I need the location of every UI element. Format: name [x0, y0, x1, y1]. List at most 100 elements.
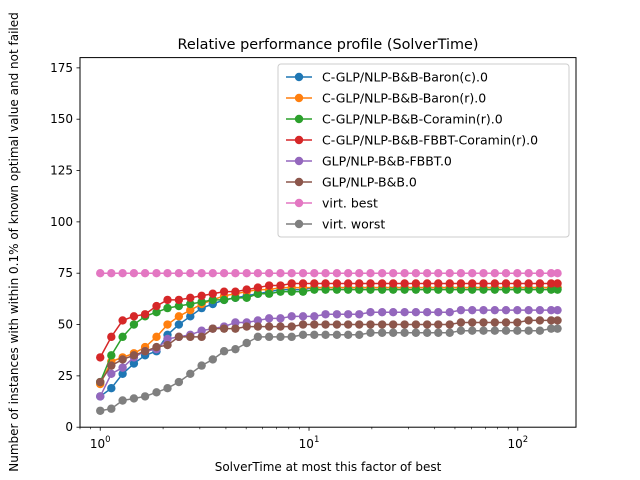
data-point	[411, 320, 421, 329]
data-point	[231, 324, 240, 333]
data-point	[219, 269, 229, 278]
data-point	[456, 285, 466, 294]
data-point	[434, 279, 443, 288]
data-point	[524, 279, 533, 288]
data-point	[468, 285, 477, 294]
data-point	[298, 330, 308, 339]
data-point	[546, 305, 556, 315]
data-point	[264, 281, 274, 290]
data-point	[479, 269, 488, 278]
data-point	[118, 396, 127, 405]
data-point	[501, 285, 511, 294]
data-point	[253, 332, 263, 342]
data-point	[411, 308, 421, 317]
data-point	[264, 322, 274, 331]
data-point	[129, 320, 139, 329]
data-point	[546, 316, 556, 325]
data-point	[388, 320, 398, 329]
data-point	[298, 269, 308, 278]
data-point	[343, 310, 353, 319]
data-point	[490, 318, 500, 327]
legend-label: GLP/NLP-B&B.0	[322, 175, 417, 190]
legend-item: GLP/NLP-B&B.0	[286, 175, 417, 190]
data-point	[377, 269, 387, 278]
data-point	[388, 279, 398, 288]
data-point	[553, 269, 562, 278]
data-point	[366, 285, 375, 294]
data-point	[219, 295, 229, 305]
data-point	[513, 305, 522, 315]
data-point	[411, 279, 421, 288]
data-point	[501, 318, 511, 327]
data-point	[377, 328, 387, 337]
data-point	[445, 269, 454, 278]
legend-marker	[294, 93, 304, 103]
data-point	[422, 269, 432, 278]
data-point	[546, 279, 556, 288]
data-point	[96, 406, 105, 415]
data-point	[242, 285, 251, 294]
data-point	[276, 269, 285, 278]
data-point	[242, 269, 251, 278]
data-point	[118, 369, 127, 379]
data-point	[140, 392, 150, 401]
data-point	[388, 328, 398, 337]
data-point	[287, 269, 296, 278]
data-point	[411, 269, 421, 278]
data-point	[456, 279, 466, 288]
data-point	[535, 269, 545, 278]
data-point	[242, 338, 251, 348]
data-point	[468, 279, 477, 288]
legend-item: virt. worst	[286, 217, 385, 232]
legend-label: C-GLP/NLP-B&B-FBBT-Coramin(r).0	[322, 133, 538, 148]
legend-item: C-GLP/NLP-B&B-Coramin(r).0	[286, 112, 503, 127]
data-point	[197, 291, 206, 300]
data-point	[445, 328, 454, 337]
data-point	[524, 316, 533, 325]
data-point	[253, 289, 263, 298]
data-point	[422, 320, 432, 329]
legend-label: virt. worst	[322, 217, 385, 232]
y-tick-label: 125	[50, 164, 73, 178]
x-axis-label: SolverTime at most this factor of best	[215, 460, 442, 474]
legend: C-GLP/NLP-B&B-Baron(c).0 C-GLP/NLP-B&B-Ba…	[277, 63, 570, 238]
data-point	[332, 330, 342, 339]
x-tick-label: 100	[90, 435, 111, 451]
legend-marker	[294, 198, 304, 208]
data-point	[129, 359, 139, 368]
legend-label: C-GLP/NLP-B&B-Coramin(r).0	[322, 112, 503, 127]
data-point	[468, 318, 477, 327]
data-point	[422, 285, 432, 294]
data-point	[468, 305, 477, 315]
x-tick-label: 101	[299, 435, 320, 451]
data-point	[174, 377, 184, 387]
data-point	[513, 285, 522, 294]
data-point	[456, 305, 466, 315]
data-point	[264, 332, 274, 342]
data-point	[298, 320, 308, 329]
data-point	[343, 285, 353, 294]
data-point	[152, 301, 161, 311]
data-point	[535, 326, 545, 335]
legend-marker	[294, 135, 304, 145]
data-point	[186, 299, 195, 309]
data-point	[332, 279, 342, 288]
data-point	[400, 285, 409, 294]
data-point	[197, 269, 206, 278]
series-4	[96, 305, 562, 401]
data-point	[355, 285, 364, 294]
data-point	[524, 326, 533, 335]
data-point	[553, 285, 562, 294]
data-point	[276, 322, 285, 331]
data-point	[219, 287, 229, 296]
legend-marker	[294, 114, 304, 124]
chart-title: Relative performance profile (SolverTime…	[177, 37, 478, 53]
data-point	[388, 269, 398, 278]
data-point	[140, 347, 150, 356]
data-point	[546, 324, 556, 333]
data-point	[377, 285, 387, 294]
series-2	[96, 285, 562, 387]
data-point	[107, 332, 116, 342]
data-point	[355, 310, 364, 319]
data-point	[264, 314, 274, 323]
